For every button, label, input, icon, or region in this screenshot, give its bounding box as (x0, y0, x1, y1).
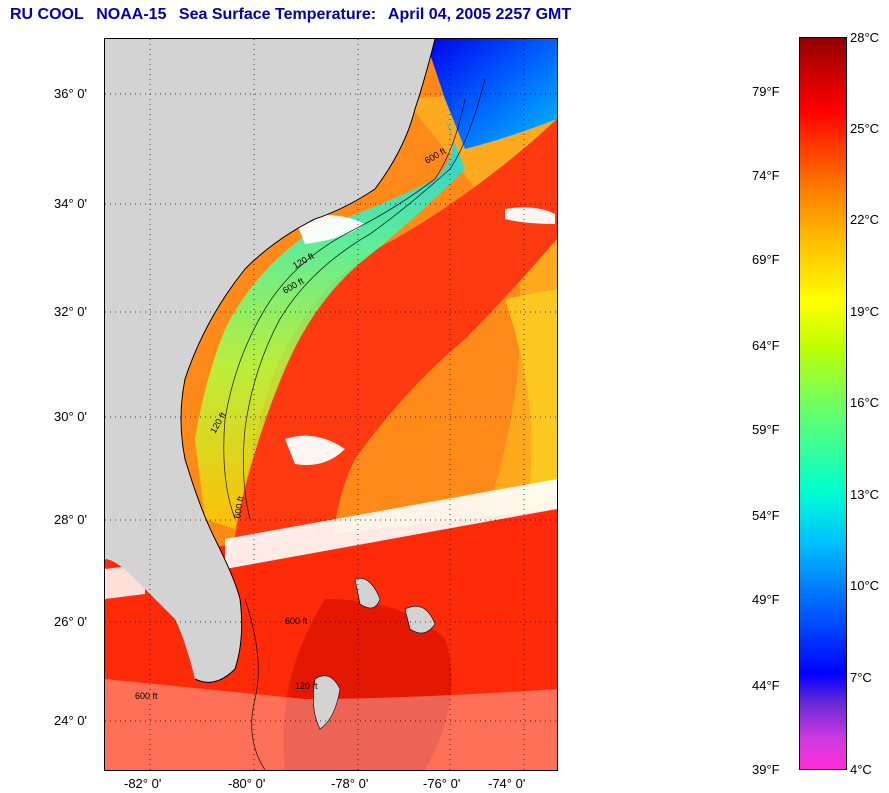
map-title: RU COOL NOAA-15 Sea Surface Temperature:… (10, 6, 579, 24)
colorbar-c-label: 16°C (850, 395, 880, 410)
lon-label: -76° 0' (423, 776, 461, 791)
colorbar-f-label: 64°F (752, 338, 780, 353)
lat-label: 36° 0' (54, 86, 87, 101)
bahamas (313, 577, 436, 730)
colorbar-c-label: 4°C (850, 762, 872, 777)
colorbar-f-label: 39°F (752, 762, 780, 777)
gulf-stream (225, 119, 557, 599)
contour-label: 600 ft (232, 495, 246, 519)
lon-label: -78° 0' (331, 776, 369, 791)
colorbar-c-label: 7°C (850, 670, 872, 685)
lat-label: 30° 0' (54, 409, 87, 424)
colorbar-f-label: 49°F (752, 592, 780, 607)
title-datetime: April 04, 2005 2257 GMT (387, 6, 572, 23)
title-satellite: NOAA-15 (96, 6, 167, 23)
land-mainland (105, 39, 435, 683)
contour-label: 600 ft (285, 616, 308, 626)
colorbar-f-label: 74°F (752, 168, 780, 183)
colorbar-c-label: 25°C (850, 121, 880, 136)
lat-label: 24° 0' (54, 713, 87, 728)
cloud-patches (105, 207, 557, 770)
colorbar-f-label: 79°F (752, 84, 780, 99)
colorbar-f-label: 44°F (752, 678, 780, 693)
southern-dark (283, 599, 452, 770)
title-product: Sea Surface Temperature: (178, 6, 377, 23)
temperature-colorbar (799, 37, 847, 770)
lat-label: 26° 0' (54, 614, 87, 629)
swath-gap (225, 479, 557, 569)
graticule (105, 39, 557, 770)
coastline (180, 39, 436, 683)
sst-map-canvas: 600 ft 120 ft 600 ft 120 ft 600 ft 600 f… (105, 39, 557, 770)
colorbar-f-label: 69°F (752, 252, 780, 267)
title-org: RU COOL (10, 6, 84, 23)
lon-label: -82° 0' (124, 776, 162, 791)
colorbar-f-label: 59°F (752, 422, 780, 437)
sst-map[interactable]: 600 ft 120 ft 600 ft 120 ft 600 ft 600 f… (104, 38, 558, 771)
contour-label: 600 ft (135, 691, 158, 701)
shelf-water (195, 119, 465, 529)
lon-label: -80° 0' (228, 776, 266, 791)
lon-label: -74° 0' (488, 776, 526, 791)
isobath-contours (223, 78, 486, 770)
lat-label: 28° 0' (54, 512, 87, 527)
colorbar-c-label: 10°C (850, 578, 880, 593)
colorbar-c-label: 19°C (850, 304, 880, 319)
colorbar-f-label: 54°F (752, 508, 780, 523)
colorbar-c-label: 28°C (850, 30, 880, 45)
colorbar-c-label: 22°C (850, 212, 880, 227)
contour-label: 120 ft (295, 681, 318, 691)
lat-label: 32° 0' (54, 304, 87, 319)
offshore-yellow (505, 289, 557, 509)
lat-label: 34° 0' (54, 196, 87, 211)
colorbar-c-label: 13°C (850, 487, 880, 502)
